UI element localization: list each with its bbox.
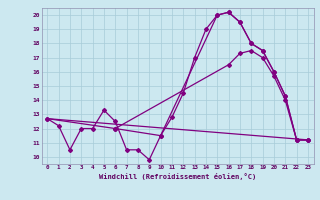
X-axis label: Windchill (Refroidissement éolien,°C): Windchill (Refroidissement éolien,°C) [99, 173, 256, 180]
